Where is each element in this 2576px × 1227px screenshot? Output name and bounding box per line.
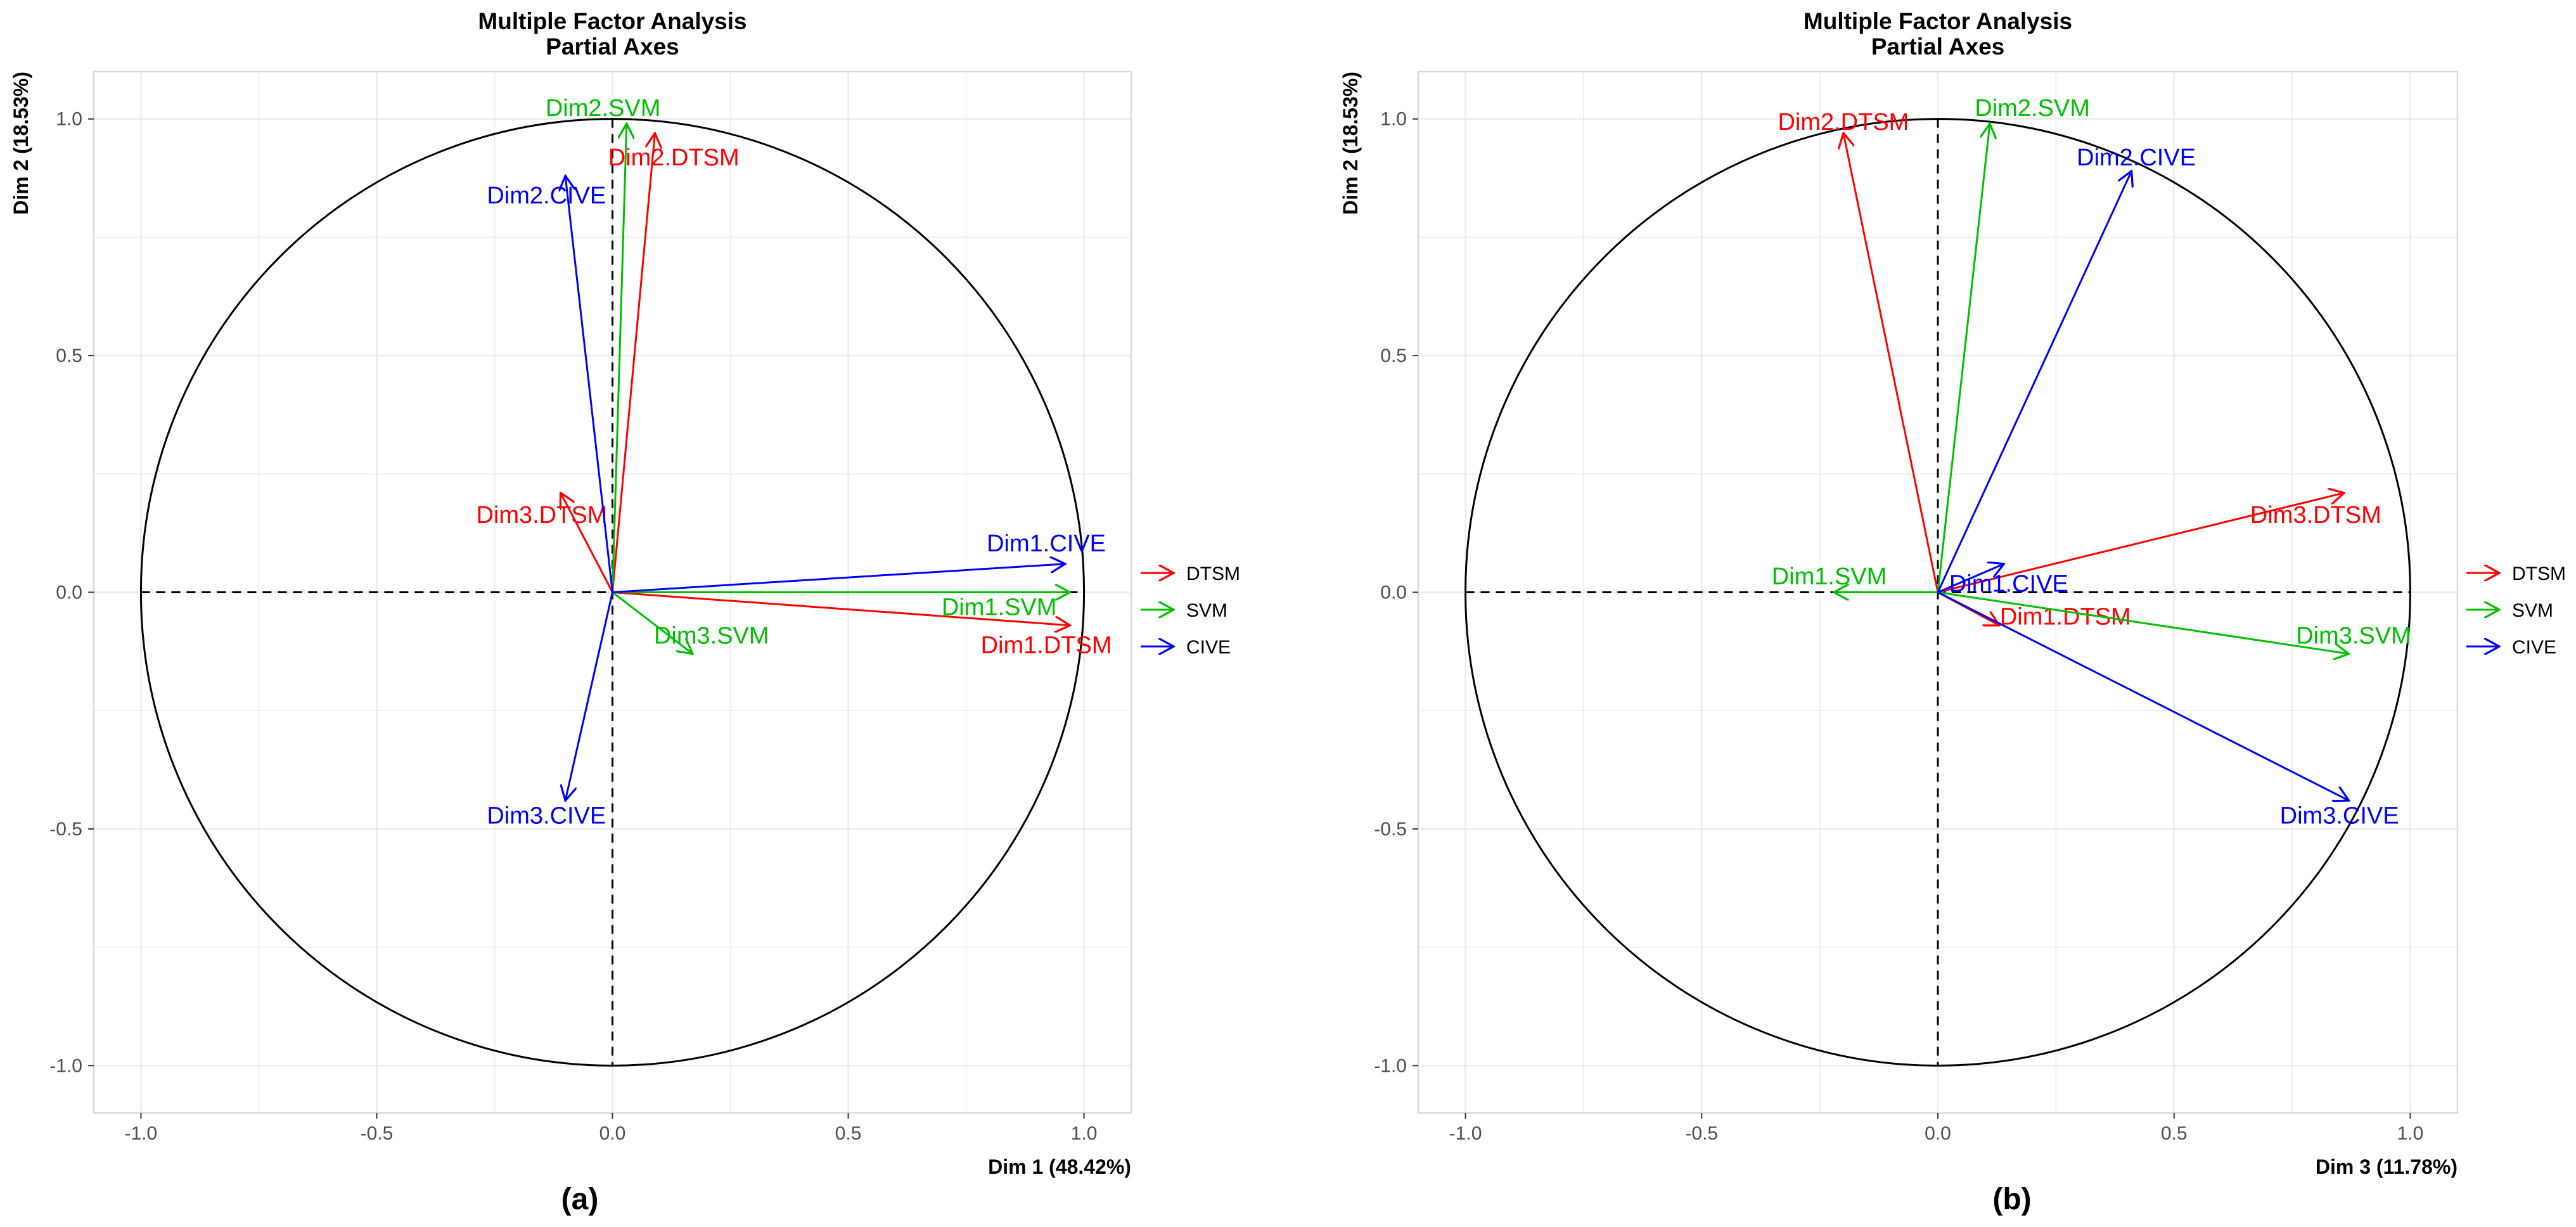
y-tick-label: -0.5 <box>1374 819 1407 840</box>
arrow-label-dim2-cive: Dim2.CIVE <box>2077 145 2196 171</box>
legend-item-svm: SVM <box>1141 600 1227 621</box>
chart-subtitle: Partial Axes <box>1871 34 2004 60</box>
arrow-dim3-cive: Dim3.CIVE <box>487 592 613 829</box>
arrow-dim2-cive: Dim2.CIVE <box>1937 145 2196 593</box>
arrow-label-dim3-cive: Dim3.CIVE <box>2280 802 2399 829</box>
y-tick-label: -1.0 <box>49 1055 82 1076</box>
panel-label: (a) <box>561 1183 599 1216</box>
arrow-dim1-svm: Dim1.SVM <box>1772 563 1938 592</box>
y-tick-label: 1.0 <box>1380 109 1407 130</box>
arrow-label-dim3-dtsm: Dim3.DTSM <box>476 502 607 529</box>
arrow-line-dim3-cive <box>1937 591 2349 801</box>
arrow-dim2-dtsm: Dim2.DTSM <box>1778 109 1939 593</box>
legend-label-svm: SVM <box>1186 600 1227 621</box>
x-tick-label: 1.0 <box>2397 1123 2424 1144</box>
arrow-label-dim2-dtsm: Dim2.DTSM <box>1778 109 1909 136</box>
arrow-dim3-cive: Dim3.CIVE <box>1937 591 2399 829</box>
x-tick-label: -1.0 <box>125 1123 158 1144</box>
x-tick-label: -0.5 <box>1685 1123 1718 1144</box>
legend-item-dtsm: DTSM <box>2466 563 2566 584</box>
panel-label: (b) <box>1992 1183 2031 1216</box>
arrow-dim2-svm: Dim2.SVM <box>1937 95 2090 593</box>
x-tick-label: 0.0 <box>1925 1123 1951 1144</box>
arrow-label-dim3-cive: Dim3.CIVE <box>487 802 606 829</box>
chart-panel-2: Dim1.DTSM Dim2.DTSM Dim3.DTSM Dim1.SVM Dim2.… <box>1339 8 2566 1216</box>
arrow-label-dim2-dtsm: Dim2.DTSM <box>608 145 740 171</box>
arrow-line-dim3-svm <box>1937 591 2349 654</box>
x-tick-label: -1.0 <box>1449 1123 1482 1144</box>
arrow-label-dim1-dtsm: Dim1.DTSM <box>2000 604 2131 631</box>
arrow-line-dim3-dtsm <box>561 493 613 593</box>
arrow-dim1-cive: Dim1.CIVE <box>1937 564 2068 597</box>
x-tick-label: 0.0 <box>599 1123 626 1144</box>
chart-title: Multiple Factor Analysis <box>478 8 747 34</box>
arrow-label-dim2-cive: Dim2.CIVE <box>487 183 606 209</box>
arrow-dim1-dtsm: Dim1.DTSM <box>612 591 1112 658</box>
arrow-dim3-svm: Dim3.SVM <box>612 591 769 654</box>
legend-item-dtsm: DTSM <box>1141 563 1240 584</box>
legend: DTSM SVM CIVE <box>1141 563 1240 658</box>
arrow-label-dim2-svm: Dim2.SVM <box>546 95 661 122</box>
arrow-dim1-cive: Dim1.CIVE <box>612 530 1106 593</box>
y-tick-label: 1.0 <box>56 109 82 130</box>
y-tick-label: -1.0 <box>1374 1055 1407 1076</box>
x-axis-title: Dim 3 (11.78%) <box>2316 1155 2457 1178</box>
arrow-dim2-dtsm: Dim2.DTSM <box>608 133 740 593</box>
arrow-line-dim2-svm <box>612 124 627 593</box>
legend-label-cive: CIVE <box>1186 637 1231 658</box>
arrow-label-dim1-dtsm: Dim1.DTSM <box>981 632 1112 658</box>
y-tick-label: -0.5 <box>49 819 82 840</box>
arrow-line-dim1-cive <box>1937 564 2004 593</box>
arrow-label-dim3-svm: Dim3.SVM <box>654 622 769 649</box>
legend-label-cive: CIVE <box>2512 637 2556 658</box>
y-tick-label: 0.5 <box>1380 345 1407 366</box>
arrow-label-dim1-cive: Dim1.CIVE <box>1949 570 2068 597</box>
arrow-label-dim3-svm: Dim3.SVM <box>2296 622 2411 649</box>
chart-title: Multiple Factor Analysis <box>1804 8 2072 34</box>
arrow-line-dim2-cive <box>565 176 613 593</box>
y-axis-title: Dim 2 (18.53%) <box>10 72 32 215</box>
axes: -1.0 -0.5 0.0 0.5 1.0 -1.0 -0.5 0.0 0.5 1.0 <box>1374 109 2423 1144</box>
arrow-label-dim1-svm: Dim1.SVM <box>1772 563 1887 590</box>
x-tick-label: -0.5 <box>361 1123 394 1144</box>
y-axis-title: Dim 2 (18.53%) <box>1339 72 1362 215</box>
arrow-line-dim2-dtsm <box>1843 133 1939 593</box>
arrow-label-dim1-svm: Dim1.SVM <box>942 594 1057 621</box>
arrow-dim1-svm: Dim1.SVM <box>612 593 1070 621</box>
arrow-label-dim2-svm: Dim2.SVM <box>1975 95 2090 122</box>
legend: DTSM SVM CIVE <box>2466 563 2566 658</box>
legend-item-cive: CIVE <box>2466 637 2556 658</box>
arrow-dim2-svm: Dim2.SVM <box>546 95 661 593</box>
arrow-dim3-dtsm: Dim3.DTSM <box>476 493 613 593</box>
arrow-line-dim1-cive <box>612 564 1065 593</box>
y-tick-label: 0.0 <box>1380 582 1407 603</box>
legend-item-svm: SVM <box>2466 600 2553 621</box>
arrow-line-dim3-cive <box>565 592 613 801</box>
legend-label-dtsm: DTSM <box>1186 563 1240 584</box>
y-tick-label: 0.0 <box>56 582 82 603</box>
x-tick-label: 1.0 <box>1071 1123 1098 1144</box>
chart-subtitle: Partial Axes <box>546 34 679 60</box>
arrow-line-dim3-svm <box>612 591 693 654</box>
arrow-line-dim2-dtsm <box>612 133 655 593</box>
x-tick-label: 0.5 <box>835 1123 862 1144</box>
y-tick-label: 0.5 <box>56 345 82 366</box>
arrow-line-dim1-dtsm <box>612 591 1070 626</box>
arrow-line-dim2-cive <box>1937 171 2132 593</box>
arrow-dim3-svm: Dim3.SVM <box>1937 591 2411 654</box>
x-tick-label: 0.5 <box>2161 1123 2188 1144</box>
arrow-dim2-cive: Dim2.CIVE <box>487 176 613 593</box>
x-axis-title: Dim 1 (48.42%) <box>988 1155 1131 1178</box>
arrow-line-dim2-svm <box>1937 124 1990 593</box>
axes: -1.0 -0.5 0.0 0.5 1.0 -1.0 -0.5 0.0 0.5 1.0 <box>49 109 1097 1144</box>
arrow-label-dim1-cive: Dim1.CIVE <box>987 530 1106 557</box>
arrow-label-dim3-dtsm: Dim3.DTSM <box>2250 502 2381 529</box>
legend-label-dtsm: DTSM <box>2512 563 2566 584</box>
legend-label-svm: SVM <box>2512 600 2553 621</box>
chart-panel-1: Dim1.DTSM Dim2.DTSM Dim3.DTSM Dim1.SVM Dim2.… <box>10 8 1240 1216</box>
legend-item-cive: CIVE <box>1141 637 1231 658</box>
